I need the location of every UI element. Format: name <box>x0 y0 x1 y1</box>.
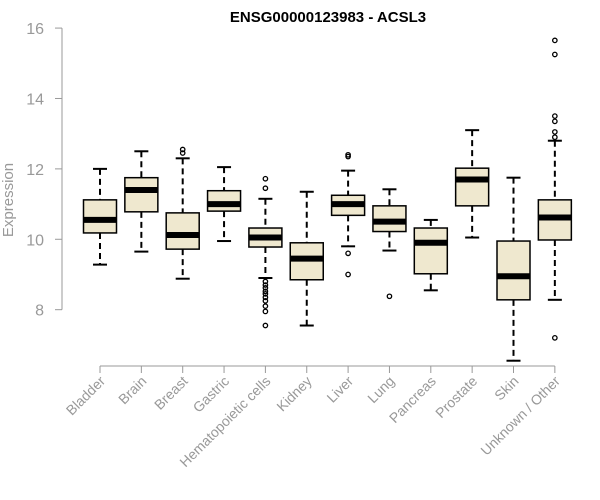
outlier-breast-1 <box>179 150 186 156</box>
y-tick-label-8: 8 <box>35 303 44 320</box>
outlier-hematopoietic-cells-11 <box>262 322 269 329</box>
outlier-unknown-other-3 <box>551 118 558 125</box>
outlier-breast-0 <box>179 146 186 153</box>
box-bladder <box>82 199 118 234</box>
outlier-liver-3 <box>345 271 351 278</box>
box-skin <box>496 240 531 301</box>
outlier-hematopoietic-cells-7 <box>262 294 269 301</box>
y-axis-label: Expression <box>0 163 17 237</box>
x-tick-label-breast: Breast <box>151 373 191 413</box>
outlier-unknown-other-5 <box>551 134 558 141</box>
box-gastric <box>206 189 242 212</box>
outlier-hematopoietic-cells-8 <box>262 298 269 304</box>
y-tick-label-16: 16 <box>26 21 44 38</box>
box-prostate <box>454 167 490 207</box>
y-tick-label-10: 10 <box>26 232 44 249</box>
outlier-unknown-other-4 <box>551 129 558 135</box>
outlier-hematopoietic-cells-3 <box>262 282 269 288</box>
box-brain <box>124 176 159 213</box>
y-tick-label-14: 14 <box>26 91 44 108</box>
outlier-unknown-other-6 <box>551 334 558 341</box>
outlier-liver-2 <box>345 250 351 257</box>
y-tick-label-12: 12 <box>26 162 44 179</box>
outlier-hematopoietic-cells-6 <box>262 290 269 297</box>
x-tick-label-liver: Liver <box>323 373 356 406</box>
outlier-hematopoietic-cells-4 <box>262 285 269 291</box>
x-tick-label-prostate: Prostate <box>432 373 480 421</box>
x-tick-label-bladder: Bladder <box>63 373 109 419</box>
box-pancreas <box>413 227 449 275</box>
box-breast <box>165 212 200 250</box>
outlier-hematopoietic-cells-0 <box>262 175 269 182</box>
chart-title: ENSG00000123983 - ACSL3 <box>230 9 426 26</box>
outlier-liver-1 <box>345 151 351 158</box>
x-tick-label-brain: Brain <box>115 373 149 407</box>
outlier-hematopoietic-cells-9 <box>262 303 269 310</box>
outlier-unknown-other-2 <box>551 113 558 119</box>
outlier-lung-0 <box>386 293 393 300</box>
outlier-unknown-other-0 <box>551 37 558 44</box>
outlier-hematopoietic-cells-1 <box>262 185 269 192</box>
outlier-hematopoietic-cells-5 <box>262 288 269 295</box>
x-tick-label-lung: Lung <box>364 373 397 406</box>
x-tick-label-skin: Skin <box>491 373 522 404</box>
x-tick-label-kidney: Kidney <box>273 373 315 415</box>
outlier-hematopoietic-cells-2 <box>262 278 269 285</box>
outlier-hematopoietic-cells-10 <box>262 308 269 315</box>
outlier-unknown-other-1 <box>551 51 558 58</box>
